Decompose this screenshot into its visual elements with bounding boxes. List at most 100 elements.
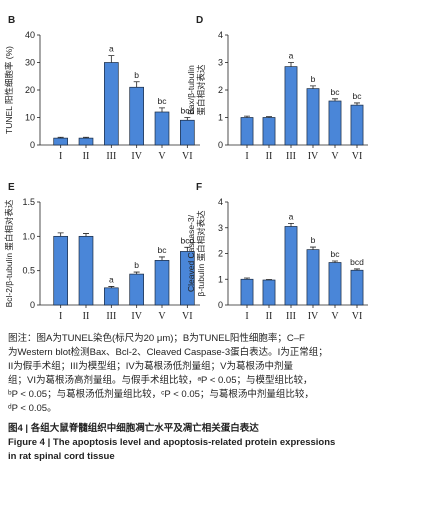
caption-line: II为假手术组；III为模型组；IV为葛根汤低剂量组；V为葛根汤中剂量 <box>8 361 294 372</box>
caption-line: Figure 4 | The apoptosis level and apopt… <box>8 437 336 448</box>
y-tick-label: 0 <box>30 140 35 150</box>
y-axis-label: Cleaved Caspase-3/ <box>186 214 196 292</box>
x-tick-label: III <box>106 151 116 162</box>
error-bar <box>244 115 250 118</box>
x-tick-label: V <box>331 151 339 162</box>
x-tick-label: III <box>286 151 296 162</box>
bar <box>53 137 68 146</box>
y-tick-label: 2 <box>218 85 223 95</box>
x-tick-label: VI <box>182 311 193 322</box>
y-tick-label: 10 <box>25 113 35 123</box>
x-tick-label: II <box>266 151 273 162</box>
significance-label: b <box>311 74 316 84</box>
error-bar <box>159 256 165 261</box>
error-bar <box>159 107 165 112</box>
x-tick-label: II <box>83 151 90 162</box>
error-bar <box>133 81 140 88</box>
x-tick-label: VI <box>352 311 363 322</box>
bar <box>78 137 94 146</box>
x-tick-label: III <box>106 311 116 322</box>
bar <box>306 249 320 306</box>
caption-title-cn: 图4 | 各组大鼠脊髓组织中细胞凋亡水平及凋亡相关蛋白表达 <box>8 423 259 434</box>
bar <box>284 66 298 146</box>
panel-label: F <box>196 182 202 193</box>
caption-line: 为Western blot检测Bax、Bcl-2、Cleaved Caspase… <box>8 347 328 358</box>
bar <box>129 273 144 306</box>
error-bar <box>83 233 89 237</box>
significance-label: bc <box>331 249 341 259</box>
x-tick-label: I <box>245 151 248 162</box>
y-axis-label: TUNEL 阳性细胞率 (%) <box>4 46 14 134</box>
significance-label: b <box>311 235 316 245</box>
x-tick-label: IV <box>308 311 319 322</box>
error-bar <box>184 246 191 252</box>
caption-notes: 图注：图A为TUNEL染色(标尺为20 μm)；B为TUNEL阳性细胞率；C–F… <box>8 332 418 416</box>
y-tick-label: 3 <box>218 223 223 233</box>
y-tick-label: 4 <box>218 30 223 40</box>
significance-label: b <box>134 260 139 270</box>
bar <box>78 235 94 306</box>
caption-line: 图注：图A为TUNEL染色(标尺为20 μm)；B为TUNEL阳性细胞率；C–F <box>8 333 305 344</box>
significance-label: bc <box>353 91 363 101</box>
bar <box>350 269 364 306</box>
x-tick-label: III <box>286 311 296 322</box>
error-bar <box>244 277 250 280</box>
significance-label: a <box>289 51 294 61</box>
caption-line: in rat spinal cord tissue <box>8 451 115 462</box>
error-bar <box>310 85 316 89</box>
x-tick-label: V <box>331 311 339 322</box>
bar <box>328 262 342 306</box>
error-bar <box>266 116 272 118</box>
y-tick-label: 1 <box>218 113 223 123</box>
y-tick-label: 40 <box>25 30 35 40</box>
bar <box>129 86 144 146</box>
y-tick-label: 30 <box>25 58 35 68</box>
significance-label: a <box>289 211 294 221</box>
significance-label: bc <box>331 87 341 97</box>
caption-title-en: Figure 4 | The apoptosis level and apopt… <box>8 436 418 464</box>
bar <box>328 100 342 146</box>
y-axis-label: 蛋白相对表达 <box>196 64 206 116</box>
y-tick-label: 0 <box>218 140 223 150</box>
x-tick-label: IV <box>131 151 142 162</box>
error-bar <box>83 136 89 139</box>
error-bar <box>332 98 338 101</box>
caption-line: ᵇP < 0.05；与葛根汤低剂量组比较，ᶜP < 0.05；与葛根汤中剂量组比… <box>8 389 314 400</box>
bar <box>104 287 119 306</box>
y-tick-label: 4 <box>218 197 223 207</box>
significance-label: bcd <box>350 257 364 267</box>
y-tick-label: 0 <box>30 300 35 310</box>
error-bar <box>288 222 294 227</box>
bar <box>306 88 320 146</box>
bar <box>284 226 298 306</box>
caption-line: ᵈP < 0.05。 <box>8 403 57 414</box>
y-tick-label: 0.5 <box>22 266 35 276</box>
error-bar <box>57 232 64 237</box>
x-tick-label: IV <box>308 151 319 162</box>
y-tick-label: 1.5 <box>22 197 35 207</box>
error-bar <box>108 55 115 63</box>
y-axis-label: β-tubulin 蛋白相对表达 <box>196 210 206 297</box>
error-bar <box>108 286 115 288</box>
error-bar <box>332 260 338 263</box>
significance-label: bc <box>158 245 168 255</box>
y-tick-label: 2 <box>218 249 223 259</box>
significance-label: bc <box>158 96 168 106</box>
y-tick-label: 20 <box>25 85 35 95</box>
y-axis-label: Bcl-2/β-tubulin 蛋白相对表达 <box>4 199 14 307</box>
panel-label: E <box>8 182 15 193</box>
x-tick-label: I <box>245 311 248 322</box>
caption: 图注：图A为TUNEL染色(标尺为20 μm)；B为TUNEL阳性细胞率；C–F… <box>8 332 418 464</box>
error-bar <box>57 136 64 139</box>
bar <box>262 117 276 146</box>
bar <box>180 119 195 146</box>
x-tick-label: I <box>59 311 62 322</box>
bar <box>154 260 170 306</box>
bar <box>350 104 364 146</box>
x-tick-label: IV <box>131 311 142 322</box>
bar <box>262 279 276 306</box>
caption-line: 组；VI为葛根汤高剂量组。与假手术组比较，ᵃP < 0.05；与模型组比较， <box>8 375 313 386</box>
significance-label: a <box>109 274 114 284</box>
